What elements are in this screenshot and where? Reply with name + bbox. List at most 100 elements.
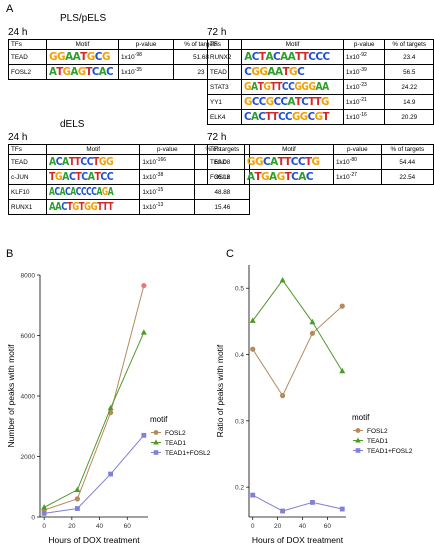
table-header-cell: % of targets bbox=[384, 39, 434, 50]
p-value: 1x10-21 bbox=[342, 94, 386, 110]
table-row: FOSL2 ATGAGTCAC 1x10-35 23 bbox=[8, 64, 229, 80]
motif-cell: ATGAGTCAC bbox=[46, 64, 119, 80]
section-title-dels: dELS bbox=[60, 119, 85, 130]
y-tick-label: 0.5 bbox=[235, 286, 244, 293]
table-time-72h-bottom: 72 h bbox=[207, 132, 227, 143]
motif-logo: ACATTCCTGG bbox=[49, 156, 114, 168]
percent-targets: 22.54 bbox=[380, 169, 434, 185]
p-value-base: 1x10 bbox=[142, 159, 156, 167]
p-value: 1x10-166 bbox=[139, 154, 196, 170]
motif-logo: CACTTCCGGCGT bbox=[244, 111, 330, 123]
data-point bbox=[309, 330, 316, 336]
y-tick-label: 2000 bbox=[21, 454, 36, 461]
p-value-base: 1x10 bbox=[336, 174, 350, 182]
percent-targets: 20.29 bbox=[384, 109, 434, 125]
table-header-cell: TFs bbox=[8, 144, 47, 155]
legend-key-marker bbox=[153, 450, 159, 455]
data-point bbox=[339, 367, 346, 374]
motif-logo: GGAATGCG bbox=[49, 51, 110, 63]
p-value: 1x10-13 bbox=[139, 199, 196, 215]
motif-cell: ACACACCCCAGA bbox=[45, 184, 141, 200]
table-row: FOSL2 ATGAGTCAC 1x10-27 22.54 bbox=[207, 169, 434, 185]
p-value-exponent: -39 bbox=[359, 67, 367, 74]
data-point bbox=[280, 508, 285, 514]
motif-table-pls-72h: TFs Motif p-value% of targets RUNX2 ACTACAAT… bbox=[206, 39, 434, 125]
p-value: 1x10-39 bbox=[342, 64, 386, 80]
p-value: 1x10-38 bbox=[139, 169, 196, 185]
table-row: RUNX2 ACTACAATTCCC 1x10-92 23.4 bbox=[206, 49, 434, 65]
tf-name: FOSL2 bbox=[8, 64, 47, 80]
data-point bbox=[310, 500, 315, 505]
y-tick-label: 0.2 bbox=[235, 485, 244, 492]
legend-key-marker bbox=[355, 448, 361, 453]
motif-cell: GGAATGCG bbox=[46, 49, 119, 65]
y-tick-label: 8000 bbox=[21, 273, 36, 280]
motif-cell: AACTGTGGTTT bbox=[45, 199, 141, 215]
p-value-exponent: -92 bbox=[359, 52, 367, 59]
table-time-72h-top: 72 h bbox=[207, 27, 227, 38]
x-tick-label: 20 bbox=[68, 523, 76, 530]
table-header-cell: % of targets bbox=[380, 144, 434, 155]
data-point bbox=[41, 510, 47, 516]
legend-label: TEAD1+FOSL2 bbox=[367, 448, 413, 455]
data-point bbox=[141, 432, 147, 438]
panel-letter-c: C bbox=[226, 248, 234, 260]
p-value-exponent: -27 bbox=[349, 172, 357, 179]
legend-label: TEAD1 bbox=[367, 438, 388, 445]
p-value-exponent: -38 bbox=[156, 172, 164, 179]
data-point bbox=[74, 486, 81, 492]
legend-label: FOSL2 bbox=[165, 430, 186, 437]
tf-name: RUNX1 bbox=[8, 199, 47, 215]
motif-table-dels-24h: TFs Motif p-value% of targets TEAD ACATTCCTG… bbox=[8, 144, 251, 215]
tf-name: TEAD bbox=[206, 64, 243, 80]
table-header-cell: p-value bbox=[118, 39, 174, 50]
series-line bbox=[252, 279, 343, 372]
p-value: 1x10-98 bbox=[118, 49, 174, 65]
legend-key-marker bbox=[153, 439, 159, 445]
tf-name: STAT3 bbox=[206, 79, 243, 95]
table-row: KLF10 ACACACCCCAGA 1x10-15 48.88 bbox=[8, 184, 251, 200]
table-header-cell: Motif bbox=[45, 144, 141, 155]
panel-letter-a: A bbox=[6, 3, 14, 15]
table-row: TEAD CGGAATGC 1x10-39 56.5 bbox=[206, 64, 434, 80]
p-value-base: 1x10 bbox=[142, 204, 156, 212]
tf-name: YY1 bbox=[206, 94, 243, 110]
percent-targets: 56.5 bbox=[384, 64, 434, 80]
percent-targets: 48.88 bbox=[194, 184, 251, 200]
x-tick-label: 0 bbox=[42, 523, 46, 530]
y-tick-label: 4000 bbox=[21, 394, 36, 401]
x-tick-label: 60 bbox=[324, 523, 332, 530]
x-tick-label: 40 bbox=[299, 523, 307, 530]
x-tick-label: 40 bbox=[96, 523, 104, 530]
tf-name: RUNX2 bbox=[206, 49, 243, 65]
p-value-exponent: -98 bbox=[134, 52, 142, 59]
series-line bbox=[43, 332, 145, 508]
tf-name: TEAD bbox=[207, 154, 245, 170]
tf-name: TEAD bbox=[8, 154, 47, 170]
p-value: 1x10-80 bbox=[333, 154, 382, 170]
panel-letter-b: B bbox=[6, 248, 14, 260]
data-point bbox=[249, 317, 256, 323]
motif-logo: GATGTTCCGGGAA bbox=[244, 81, 329, 93]
p-value: 1x10-35 bbox=[118, 64, 174, 80]
table-header-cell: TFs bbox=[207, 144, 245, 155]
p-value: 1x10-23 bbox=[342, 79, 386, 95]
motif-logo: ACTACAATTCCC bbox=[244, 51, 330, 63]
p-value-exponent: -16 bbox=[359, 112, 367, 119]
motif-cell: CGGAATGC bbox=[241, 64, 344, 80]
legend-key-marker bbox=[355, 437, 361, 443]
legend-label: TEAD1+FOSL2 bbox=[165, 450, 211, 457]
motif-cell: ACATTCCTGG bbox=[45, 154, 141, 170]
p-value-base: 1x10 bbox=[142, 174, 156, 182]
x-tick-label: 20 bbox=[274, 523, 282, 530]
motif-cell: ACTACAATTCCC bbox=[241, 49, 344, 65]
p-value-exponent: -23 bbox=[359, 82, 367, 89]
y-axis-label: Ratio of peaks with motif bbox=[215, 344, 225, 437]
table-row: ELK4 CACTTCCGGCGT 1x10-16 20.29 bbox=[206, 109, 434, 125]
p-value-base: 1x10 bbox=[345, 69, 360, 77]
p-value-exponent: -80 bbox=[349, 157, 357, 164]
tf-name: FOSL2 bbox=[207, 169, 245, 185]
table-row: TEAD GGAATGCG 1x10-98 51.68 bbox=[8, 49, 229, 65]
percent-targets: 23.4 bbox=[384, 49, 434, 65]
table-header-cell: TFs bbox=[8, 39, 47, 50]
